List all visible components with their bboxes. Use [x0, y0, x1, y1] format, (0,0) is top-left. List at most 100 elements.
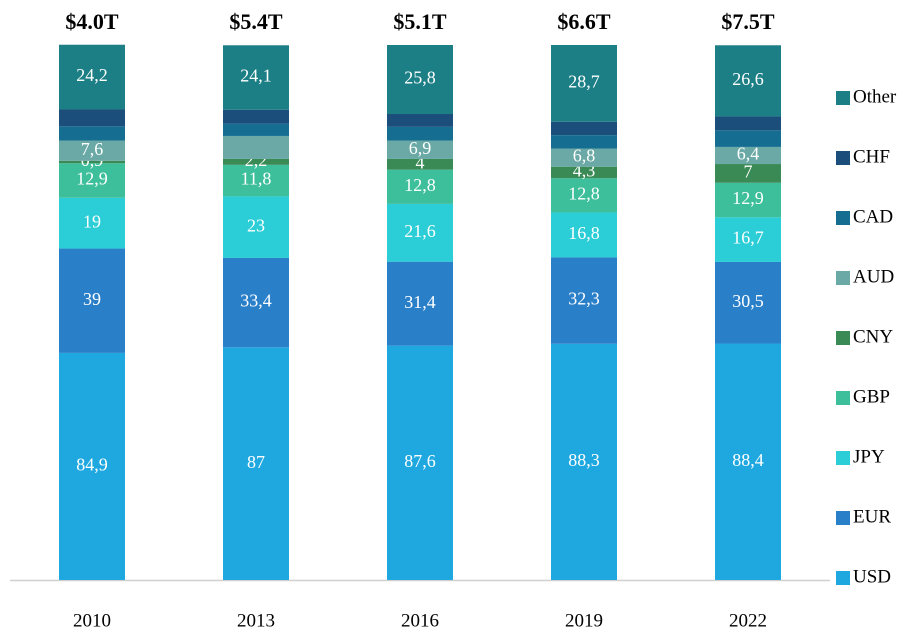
- bar-segment: [715, 217, 781, 262]
- bar-segment: [387, 169, 453, 204]
- value-label: 88,4: [732, 450, 764, 470]
- legend-label: CHF: [853, 146, 890, 167]
- value-label: 87: [247, 452, 265, 472]
- total-label: $7.5T: [721, 9, 775, 34]
- value-label: 19: [83, 211, 101, 231]
- legend-label: GBP: [853, 386, 890, 407]
- legend-label: Other: [853, 86, 897, 107]
- bar-segment: [551, 178, 617, 213]
- bar-segment: [551, 257, 617, 344]
- legend-label: EUR: [853, 506, 891, 527]
- x-tick-label: 2016: [401, 610, 439, 631]
- value-label: 11,8: [241, 169, 272, 189]
- bar-segment: [715, 146, 781, 165]
- legend-swatch: [836, 331, 850, 345]
- value-label: 87,6: [404, 451, 436, 471]
- bar-segment: [551, 166, 617, 179]
- value-label: 4: [416, 152, 425, 172]
- bar-segment: [223, 109, 289, 124]
- value-label: 6,9: [409, 138, 432, 158]
- value-label: 26,6: [732, 69, 764, 89]
- bar-segment: [387, 126, 453, 141]
- bar-segment: [715, 116, 781, 131]
- bar-segment: [223, 257, 289, 348]
- bar-segment: [715, 164, 781, 183]
- bar-segment: [715, 130, 781, 147]
- bar-segment: [223, 123, 289, 136]
- bar-segment: [59, 160, 125, 164]
- bar-segment: [551, 343, 617, 580]
- bar-segment: [387, 114, 453, 127]
- legend-label: CNY: [853, 326, 893, 347]
- bar-segment: [59, 163, 125, 198]
- bar-segment: [59, 197, 125, 249]
- value-label: 12,9: [732, 188, 764, 208]
- bar-segment: [387, 261, 453, 346]
- bar-segment: [387, 45, 453, 115]
- legend-swatch: [836, 151, 850, 165]
- bar-segment: [715, 343, 781, 580]
- value-label: 6,8: [573, 146, 596, 166]
- bar-segment: [223, 158, 289, 165]
- value-label: 33,4: [240, 291, 272, 311]
- value-label: 21,6: [404, 221, 436, 241]
- legend-swatch: [836, 391, 850, 405]
- bar-segment: [223, 347, 289, 580]
- value-label: 31,4: [404, 292, 436, 312]
- bar-segment: [715, 45, 781, 117]
- value-label: 28,7: [568, 72, 600, 92]
- value-label: 7,6: [81, 139, 104, 159]
- value-label: 12,8: [404, 175, 436, 195]
- bar-segment: [59, 140, 125, 161]
- value-label: 84,9: [76, 455, 108, 475]
- bar-segment: [551, 121, 617, 136]
- bar-segment: [387, 140, 453, 159]
- legend-swatch: [836, 211, 850, 225]
- legend-swatch: [836, 451, 850, 465]
- bar-segment: [387, 345, 453, 580]
- bar-segment: [223, 45, 289, 110]
- bar-segment: [715, 261, 781, 344]
- value-label: 24,1: [240, 66, 272, 86]
- value-label: 24,2: [76, 65, 108, 85]
- bar-segment: [59, 109, 125, 127]
- value-label: 7: [744, 162, 753, 182]
- value-label: 16,7: [732, 228, 764, 248]
- total-label: $6.6T: [557, 9, 611, 34]
- x-tick-label: 2010: [73, 610, 111, 631]
- bar-segment: [551, 45, 617, 122]
- total-label: $4.0T: [65, 9, 119, 34]
- bar-segment: [223, 196, 289, 258]
- bar-segment: [551, 212, 617, 258]
- total-label: $5.4T: [229, 9, 283, 34]
- value-label: 88,3: [568, 450, 600, 470]
- bar-segment: [223, 135, 289, 159]
- x-tick-label: 2019: [565, 610, 603, 631]
- legend-swatch: [836, 91, 850, 105]
- x-tick-label: 2022: [729, 610, 767, 631]
- legend-swatch: [836, 571, 850, 585]
- value-label: 39: [83, 289, 101, 309]
- legend-swatch: [836, 511, 850, 525]
- value-label: 12,8: [568, 183, 600, 203]
- legend-label: JPY: [853, 446, 885, 467]
- bar-segment: [223, 164, 289, 197]
- total-label: $5.1T: [393, 9, 447, 34]
- bar-segment: [551, 148, 617, 167]
- legend-swatch: [836, 271, 850, 285]
- value-label: 16,8: [568, 223, 600, 243]
- x-tick-label: 2013: [237, 610, 275, 631]
- bar-segment: [387, 158, 453, 170]
- bar-segment: [59, 248, 125, 353]
- bar-segment: [59, 44, 125, 110]
- value-label: 30,5: [732, 291, 764, 311]
- value-label: 32,3: [568, 289, 600, 309]
- bar-segment: [715, 182, 781, 218]
- bar-segment: [551, 135, 617, 149]
- legend-label: CAD: [853, 206, 893, 227]
- bar-segment: [59, 126, 125, 141]
- value-label: 23: [247, 215, 265, 235]
- legend-label: AUD: [853, 266, 894, 287]
- bar-segment: [387, 203, 453, 262]
